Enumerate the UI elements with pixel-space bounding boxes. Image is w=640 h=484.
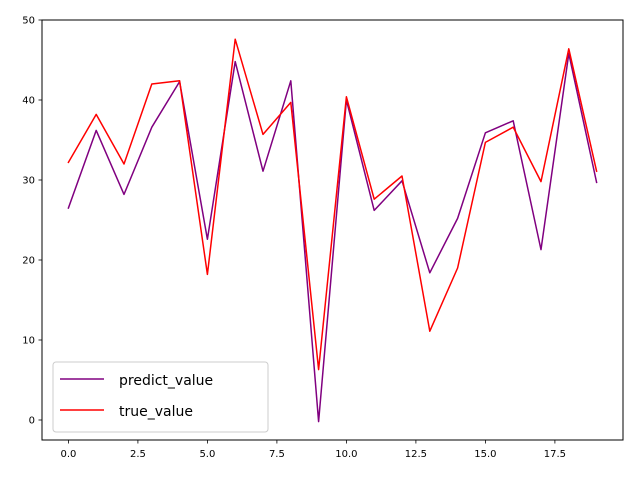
x-tick-label: 15.0 [474, 449, 496, 460]
legend-box [52, 361, 269, 433]
x-tick-label: 2.5 [130, 449, 146, 460]
y-tick-label: 50 [22, 16, 35, 27]
x-tick-label: 7.5 [269, 449, 285, 460]
legend-label-true-value: true_value [119, 404, 193, 420]
y-tick-label: 10 [22, 336, 35, 347]
x-tick-label: 0.0 [60, 449, 76, 460]
y-tick-label: 30 [22, 176, 35, 187]
plot-frame [41, 19, 624, 441]
x-tick-label: 5.0 [199, 449, 215, 460]
y-tick-label: 0 [29, 416, 35, 427]
y-tick-label: 40 [22, 96, 35, 107]
series-layer [67, 38, 598, 423]
x-axis: 0.0 2.5 5.0 7.5 10.0 12.5 15.0 17.5 [60, 440, 566, 460]
series-line-predict-value [67, 52, 598, 423]
y-axis: 0 10 20 30 40 50 [22, 16, 42, 427]
x-tick-label: 10.0 [335, 449, 357, 460]
legend: predict_value true_value [52, 361, 269, 433]
x-tick-label: 12.5 [405, 449, 427, 460]
x-tick-label: 17.5 [544, 449, 566, 460]
y-tick-label: 20 [22, 256, 35, 267]
legend-label-predict-value: predict_value [119, 373, 213, 389]
series-line-true-value [67, 38, 598, 371]
